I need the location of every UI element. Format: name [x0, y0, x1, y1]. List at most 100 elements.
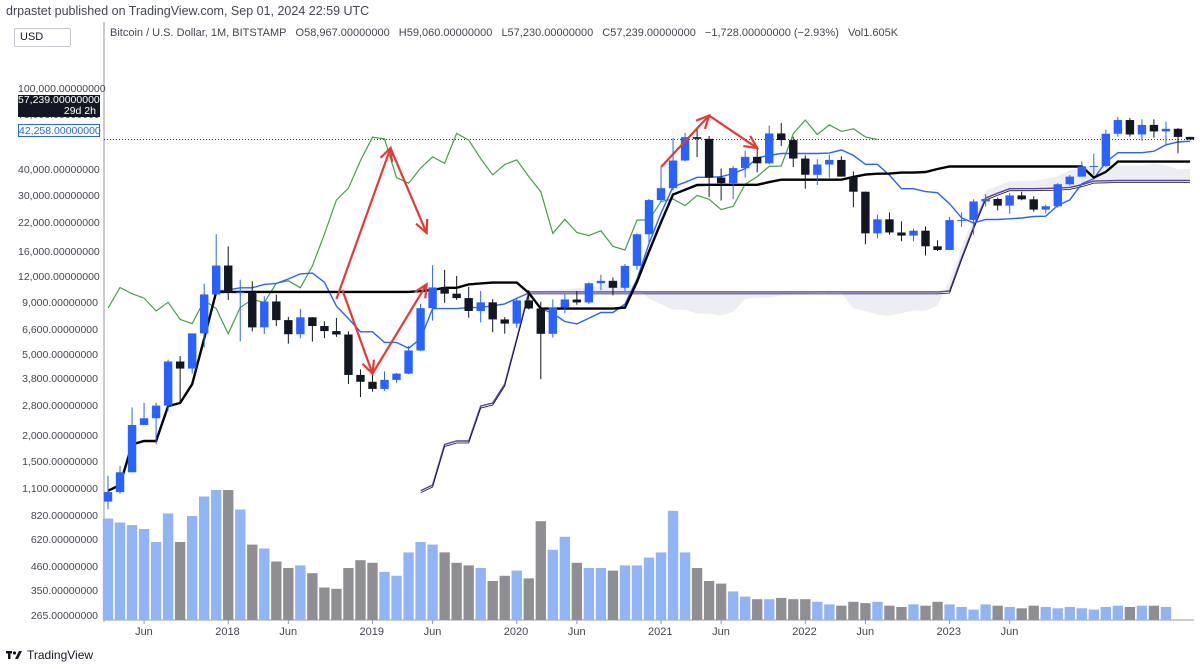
volume-bar — [800, 599, 811, 620]
volume-bar — [643, 557, 655, 620]
volume-bar — [114, 522, 126, 620]
candle — [464, 286, 473, 318]
candle — [1041, 204, 1050, 214]
candle — [512, 298, 521, 329]
candle-body — [512, 300, 521, 324]
candle — [909, 228, 918, 242]
annotation-arrows — [335, 113, 760, 377]
price-tick-label: 2,000.00000000 — [22, 430, 98, 443]
candle-body — [151, 405, 161, 419]
time-tick-label: Jun — [135, 626, 153, 638]
candle-body — [308, 317, 317, 326]
time-tick-label: Jun — [279, 626, 298, 638]
arrow-shaft — [335, 147, 392, 300]
candle-body — [777, 133, 786, 141]
arrow-shaft — [341, 289, 374, 374]
candle-body — [1065, 176, 1074, 185]
arrow-shaft — [371, 283, 428, 375]
candle — [1149, 119, 1159, 138]
candle-body — [548, 307, 558, 334]
tradingview-logo[interactable]: TradingView — [6, 648, 93, 662]
candle-body — [1161, 128, 1171, 132]
volume-bar — [691, 568, 703, 620]
candles — [103, 116, 1195, 510]
candle-body — [1041, 206, 1050, 210]
volume-bar — [956, 607, 967, 620]
time-tick-label: 2019 — [359, 626, 384, 638]
volume-bar — [1016, 608, 1027, 620]
candle-body — [981, 199, 990, 202]
currency-selector[interactable]: USD — [14, 28, 71, 47]
volume-bar — [535, 521, 546, 620]
candle — [1137, 119, 1147, 141]
candle — [572, 290, 582, 305]
volume-bar — [764, 599, 775, 620]
candle — [584, 282, 594, 304]
volume-bar — [667, 510, 679, 620]
price-tick-label: 1,100.00000000 — [22, 483, 98, 496]
candle-body — [368, 381, 377, 389]
candle-body — [1137, 124, 1147, 135]
candle-body — [344, 334, 353, 375]
candle-body — [1173, 128, 1183, 137]
candle — [536, 301, 546, 380]
candle-body — [584, 283, 594, 303]
candle — [524, 290, 533, 310]
candle — [151, 402, 161, 445]
volume-bar — [968, 609, 979, 620]
volume-bar — [703, 581, 715, 620]
candle — [777, 122, 786, 146]
candle-body — [969, 201, 978, 220]
candle-body — [272, 301, 281, 321]
senkou-span-b-line — [420, 179, 1190, 492]
candle-body — [1077, 166, 1087, 177]
candle-body — [356, 374, 365, 382]
price-tick-label: 2,800.00000000 — [22, 400, 98, 413]
candle — [356, 369, 365, 398]
volume-bars — [102, 490, 1172, 620]
volume-bar — [403, 552, 414, 620]
candle-body — [536, 308, 546, 334]
candle — [139, 402, 149, 425]
candle-body — [416, 308, 425, 351]
candle — [1065, 174, 1074, 186]
volume-bar — [475, 568, 486, 620]
candle-body — [849, 176, 858, 192]
candle — [560, 293, 570, 314]
candle — [728, 166, 738, 200]
candle — [332, 317, 341, 337]
time-tick-label: 2020 — [503, 626, 529, 638]
legend-symbol: Bitcoin / U.S. Dollar, 1M, BITSTAMP — [110, 27, 287, 39]
volume-bar — [824, 604, 835, 620]
volume-bar — [776, 597, 787, 620]
candle-body — [740, 156, 750, 169]
candle-body — [1029, 199, 1038, 210]
volume-bar — [1076, 608, 1087, 620]
volume-bar — [499, 575, 510, 620]
candle-body — [692, 137, 702, 139]
price-tick-label: 1,500.00000000 — [22, 455, 98, 468]
volume-bar — [860, 603, 871, 620]
candle-body — [572, 299, 582, 303]
volume-bar — [583, 568, 595, 620]
price-tick-label: 16,000.00000000 — [18, 245, 100, 258]
bitcoin-candlestick-chart[interactable] — [0, 22, 1200, 644]
volume-bar — [980, 604, 991, 620]
candle-body — [236, 291, 245, 293]
candle-body — [127, 424, 137, 473]
candle-body — [211, 265, 221, 295]
candle — [404, 345, 413, 375]
candle — [1089, 153, 1099, 175]
candle-body — [1113, 120, 1123, 134]
candle — [368, 373, 377, 392]
volume-bar — [908, 604, 919, 620]
candle-body — [644, 200, 654, 235]
volume-bar — [186, 516, 198, 620]
volume-bar — [511, 570, 522, 620]
volume-bar — [150, 542, 162, 620]
candle-body — [945, 220, 954, 250]
price-tick-label: 350.00000000 — [30, 585, 98, 598]
chikou-span-line — [107, 119, 878, 336]
volume-bar — [896, 607, 907, 620]
candle — [704, 136, 714, 197]
